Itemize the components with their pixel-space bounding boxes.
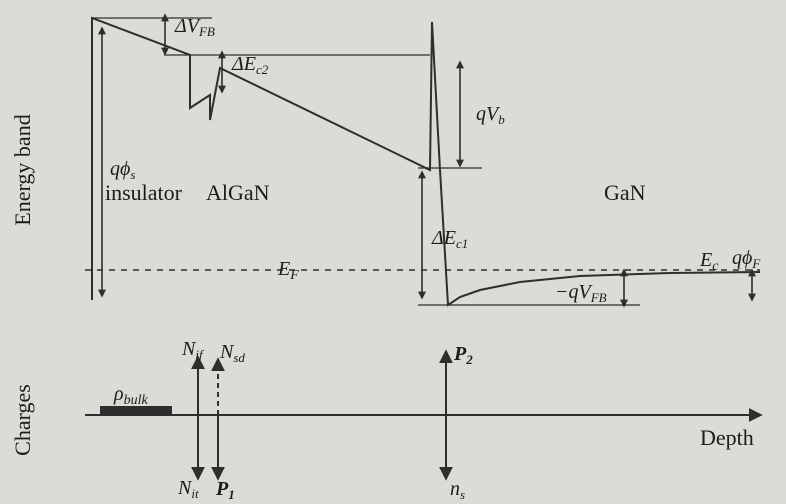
charge-nit-label: Nit: [177, 477, 199, 501]
charge-p1-label: P1: [215, 478, 235, 502]
y-axis-label-energy: Energy band: [10, 114, 35, 225]
region-gan: GaN: [604, 180, 646, 205]
dim-dEc1-label: ΔEc1: [431, 227, 468, 251]
energy-band-curve: [92, 18, 760, 305]
charge-p2-label: P2: [453, 343, 473, 367]
label-ef: EF: [277, 258, 299, 283]
dim-qphis-label: qϕs: [110, 158, 135, 182]
dim-dEc2-label: ΔEc2: [231, 53, 269, 77]
dim-nqVfb-label: −qVFB: [555, 281, 607, 305]
region-algan: AlGaN: [206, 180, 270, 205]
dim-qphif-label: qϕF: [732, 247, 761, 271]
x-axis-label: Depth: [700, 425, 754, 450]
charge-nsd-label: Nsd: [219, 341, 245, 365]
y-axis-label-charges: Charges: [10, 384, 35, 456]
label-rho-bulk: ρbulk: [113, 383, 148, 408]
label-ec: Ec: [699, 249, 719, 274]
region-insulator: insulator: [105, 180, 183, 205]
dim-qVb-label: qVb: [476, 103, 505, 127]
charge-nif-label: Nif: [181, 338, 205, 362]
charge-ns-label: ns: [450, 478, 465, 502]
